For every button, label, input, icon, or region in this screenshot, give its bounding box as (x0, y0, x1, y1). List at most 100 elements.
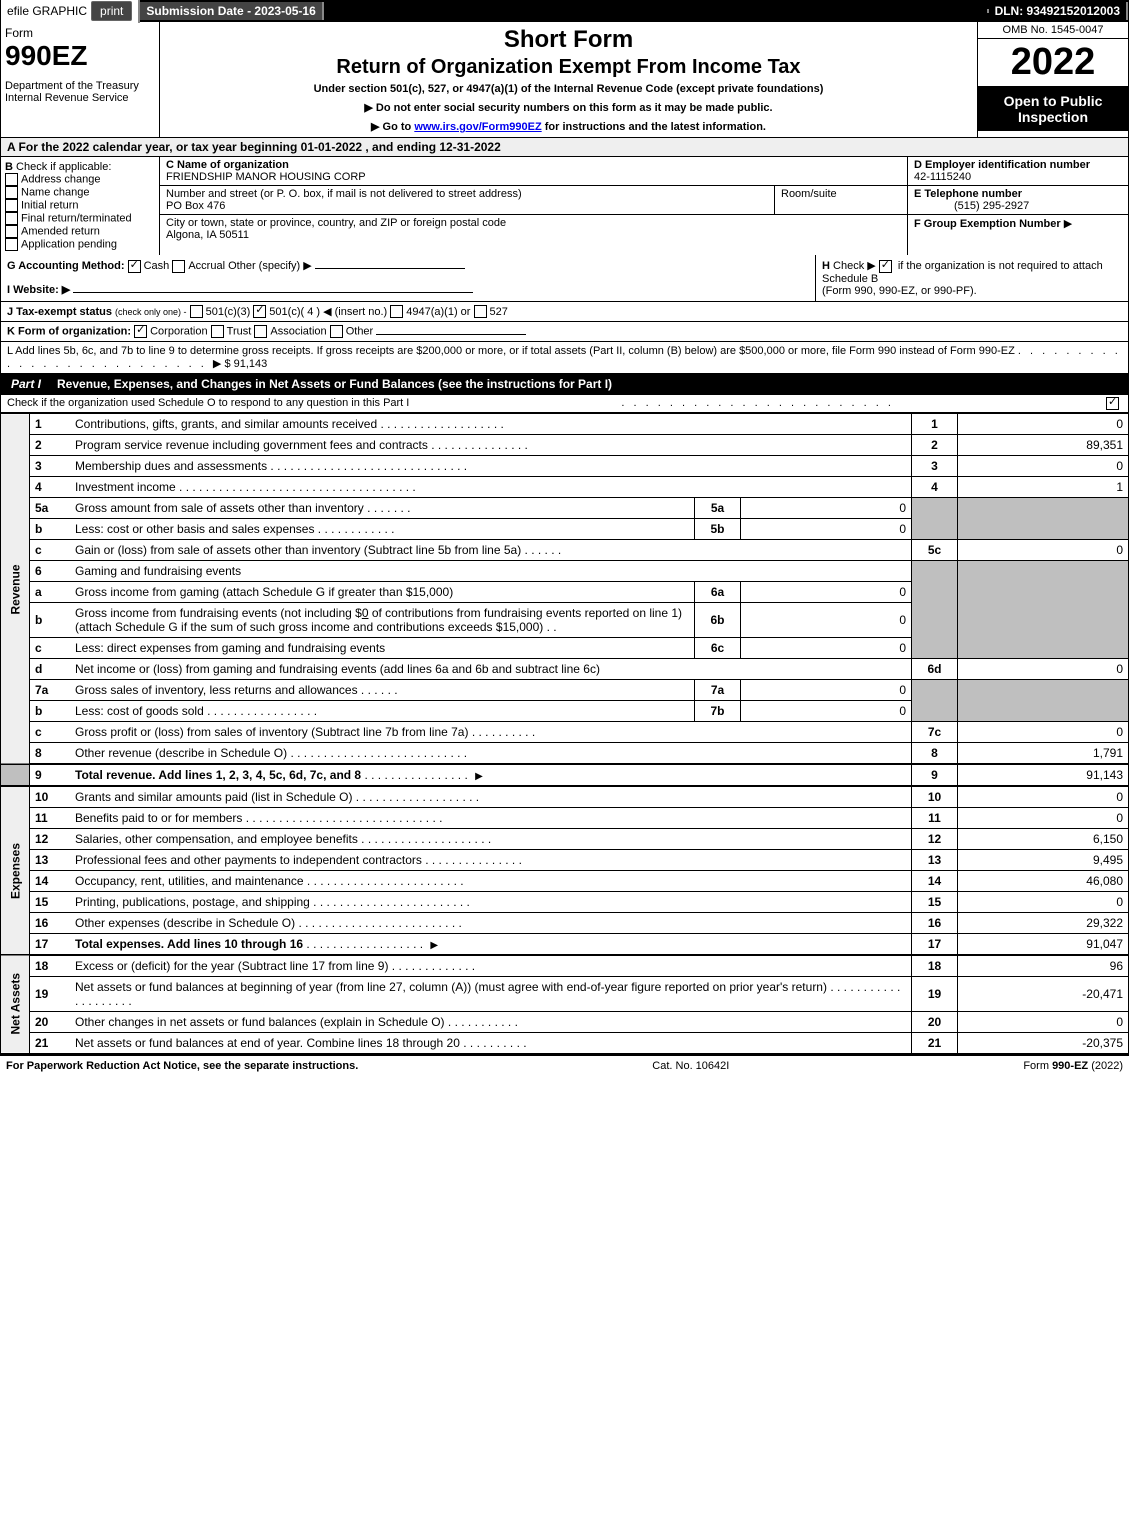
l6c-subval: 0 (741, 638, 912, 659)
j-row: J Tax-exempt status (check only one) - 5… (0, 302, 1129, 323)
l6c-num: c (30, 638, 71, 659)
open-public: Open to Public Inspection (978, 87, 1128, 131)
addr-row: Number and street (or P. O. box, if mail… (160, 186, 907, 215)
l10-num: 10 (30, 786, 71, 808)
l6d-ln: 6d (912, 659, 958, 680)
room-suite: Room/suite (775, 186, 907, 214)
l21-amt: -20,375 (958, 1033, 1129, 1054)
address-change-label: Address change (21, 173, 101, 185)
l9-amt: 91,143 (958, 764, 1129, 786)
other-input[interactable] (315, 268, 465, 269)
check-final-return[interactable] (5, 212, 18, 225)
line-3: 3 Membership dues and assessments . . . … (1, 456, 1129, 477)
l13-desc: Professional fees and other payments to … (75, 853, 422, 867)
h-text3: (Form 990, 990-EZ, or 990-PF). (822, 285, 977, 297)
check-amended-return[interactable] (5, 225, 18, 238)
topbar-spacer (324, 9, 989, 13)
l17-arrow (426, 937, 438, 951)
l5b-sub: 5b (695, 519, 741, 540)
l10-desc: Grants and similar amounts paid (list in… (75, 790, 352, 804)
line-2: 2 Program service revenue including gove… (1, 435, 1129, 456)
website-input[interactable] (73, 292, 473, 293)
l13-ln: 13 (912, 850, 958, 871)
e-row: E Telephone number (515) 295-2927 (908, 186, 1128, 215)
l5b-num: b (30, 519, 71, 540)
f-row: F Group Exemption Number ▶ (908, 215, 1128, 232)
l-amount: ▶ $ 91,143 (213, 358, 267, 370)
check-accrual[interactable] (172, 260, 185, 273)
l5a-sub: 5a (695, 498, 741, 519)
check-if: Check if applicable: (16, 161, 111, 173)
part1-label: Part I (1, 374, 51, 394)
check-527[interactable] (474, 305, 487, 318)
k-other-input[interactable] (376, 334, 526, 335)
l19-amt: -20,471 (958, 977, 1129, 1012)
l15-amt: 0 (958, 892, 1129, 913)
l7c-desc: Gross profit or (loss) from sales of inv… (75, 725, 468, 739)
print-button[interactable]: print (91, 1, 132, 21)
l19-ln: 19 (912, 977, 958, 1012)
check-501c3[interactable] (190, 305, 203, 318)
l18-desc: Excess or (deficit) for the year (Subtra… (75, 959, 388, 973)
l7a-desc: Gross sales of inventory, less returns a… (75, 683, 358, 697)
check-address-change[interactable] (5, 173, 18, 186)
k-row: K Form of organization: Corporation Trus… (0, 322, 1129, 342)
l7c-ln: 7c (912, 722, 958, 743)
l7c-amt: 0 (958, 722, 1129, 743)
tax-year: 2022 (978, 39, 1128, 87)
l6a-subval: 0 (741, 582, 912, 603)
l6-grey (912, 561, 958, 659)
check-other[interactable] (330, 325, 343, 338)
l18-ln: 18 (912, 955, 958, 977)
l12-desc: Salaries, other compensation, and employ… (75, 832, 358, 846)
l14-desc: Occupancy, rent, utilities, and maintena… (75, 874, 304, 888)
l6b-num: b (30, 603, 71, 638)
check-name-change[interactable] (5, 186, 18, 199)
l13-amt: 9,495 (958, 850, 1129, 871)
l11-num: 11 (30, 808, 71, 829)
l6a-sub: 6a (695, 582, 741, 603)
dln-label: DLN: 93492152012003 (989, 2, 1128, 20)
k-assoc: Association (270, 326, 326, 338)
phone-label: E Telephone number (914, 188, 1022, 200)
j-opt3: 4947(a)(1) or (406, 306, 470, 318)
check-application-pending[interactable] (5, 238, 18, 251)
irs-link[interactable]: www.irs.gov/Form990EZ (414, 121, 541, 133)
l5c-num: c (30, 540, 71, 561)
line-17: 17 Total expenses. Add lines 10 through … (1, 934, 1129, 956)
j-label: J Tax-exempt status (7, 306, 112, 318)
check-corp[interactable] (134, 325, 147, 338)
header-right: OMB No. 1545-0047 2022 Open to Public In… (977, 22, 1128, 137)
line-21: 21 Net assets or fund balances at end of… (1, 1033, 1129, 1054)
l4-num: 4 (30, 477, 71, 498)
other-label: Other (specify) ▶ (228, 260, 312, 272)
l7b-desc: Less: cost of goods sold (75, 704, 204, 718)
check-schedule-o[interactable] (1106, 397, 1119, 410)
check-cash[interactable] (128, 260, 141, 273)
check-h[interactable] (879, 260, 892, 273)
header-left: Form 990EZ Department of the Treasury In… (1, 22, 160, 137)
check-501c[interactable] (253, 305, 266, 318)
part1-dots: . . . . . . . . . . . . . . . . . . . . … (621, 397, 894, 410)
line-20: 20 Other changes in net assets or fund b… (1, 1012, 1129, 1033)
l19-num: 19 (30, 977, 71, 1012)
header-center: Short Form Return of Organization Exempt… (160, 22, 977, 137)
l2-desc: Program service revenue including govern… (75, 438, 428, 452)
application-pending-label: Application pending (21, 238, 117, 250)
line-10: Expenses 10 Grants and similar amounts p… (1, 786, 1129, 808)
l16-amt: 29,322 (958, 913, 1129, 934)
l6-grey-amt (958, 561, 1129, 659)
i-label: I Website: ▶ (7, 284, 70, 296)
check-4947[interactable] (390, 305, 403, 318)
gh-row: G Accounting Method: Cash Accrual Other … (0, 255, 1129, 302)
dept-line1: Department of the Treasury (5, 80, 155, 92)
check-assoc[interactable] (254, 325, 267, 338)
line-8: 8 Other revenue (describe in Schedule O)… (1, 743, 1129, 765)
l2-amt: 89,351 (958, 435, 1129, 456)
check-trust[interactable] (211, 325, 224, 338)
l15-num: 15 (30, 892, 71, 913)
l2-num: 2 (30, 435, 71, 456)
check-initial-return[interactable] (5, 199, 18, 212)
l15-desc: Printing, publications, postage, and shi… (75, 895, 310, 909)
lines-table: Revenue 1 Contributions, gifts, grants, … (0, 413, 1129, 1054)
